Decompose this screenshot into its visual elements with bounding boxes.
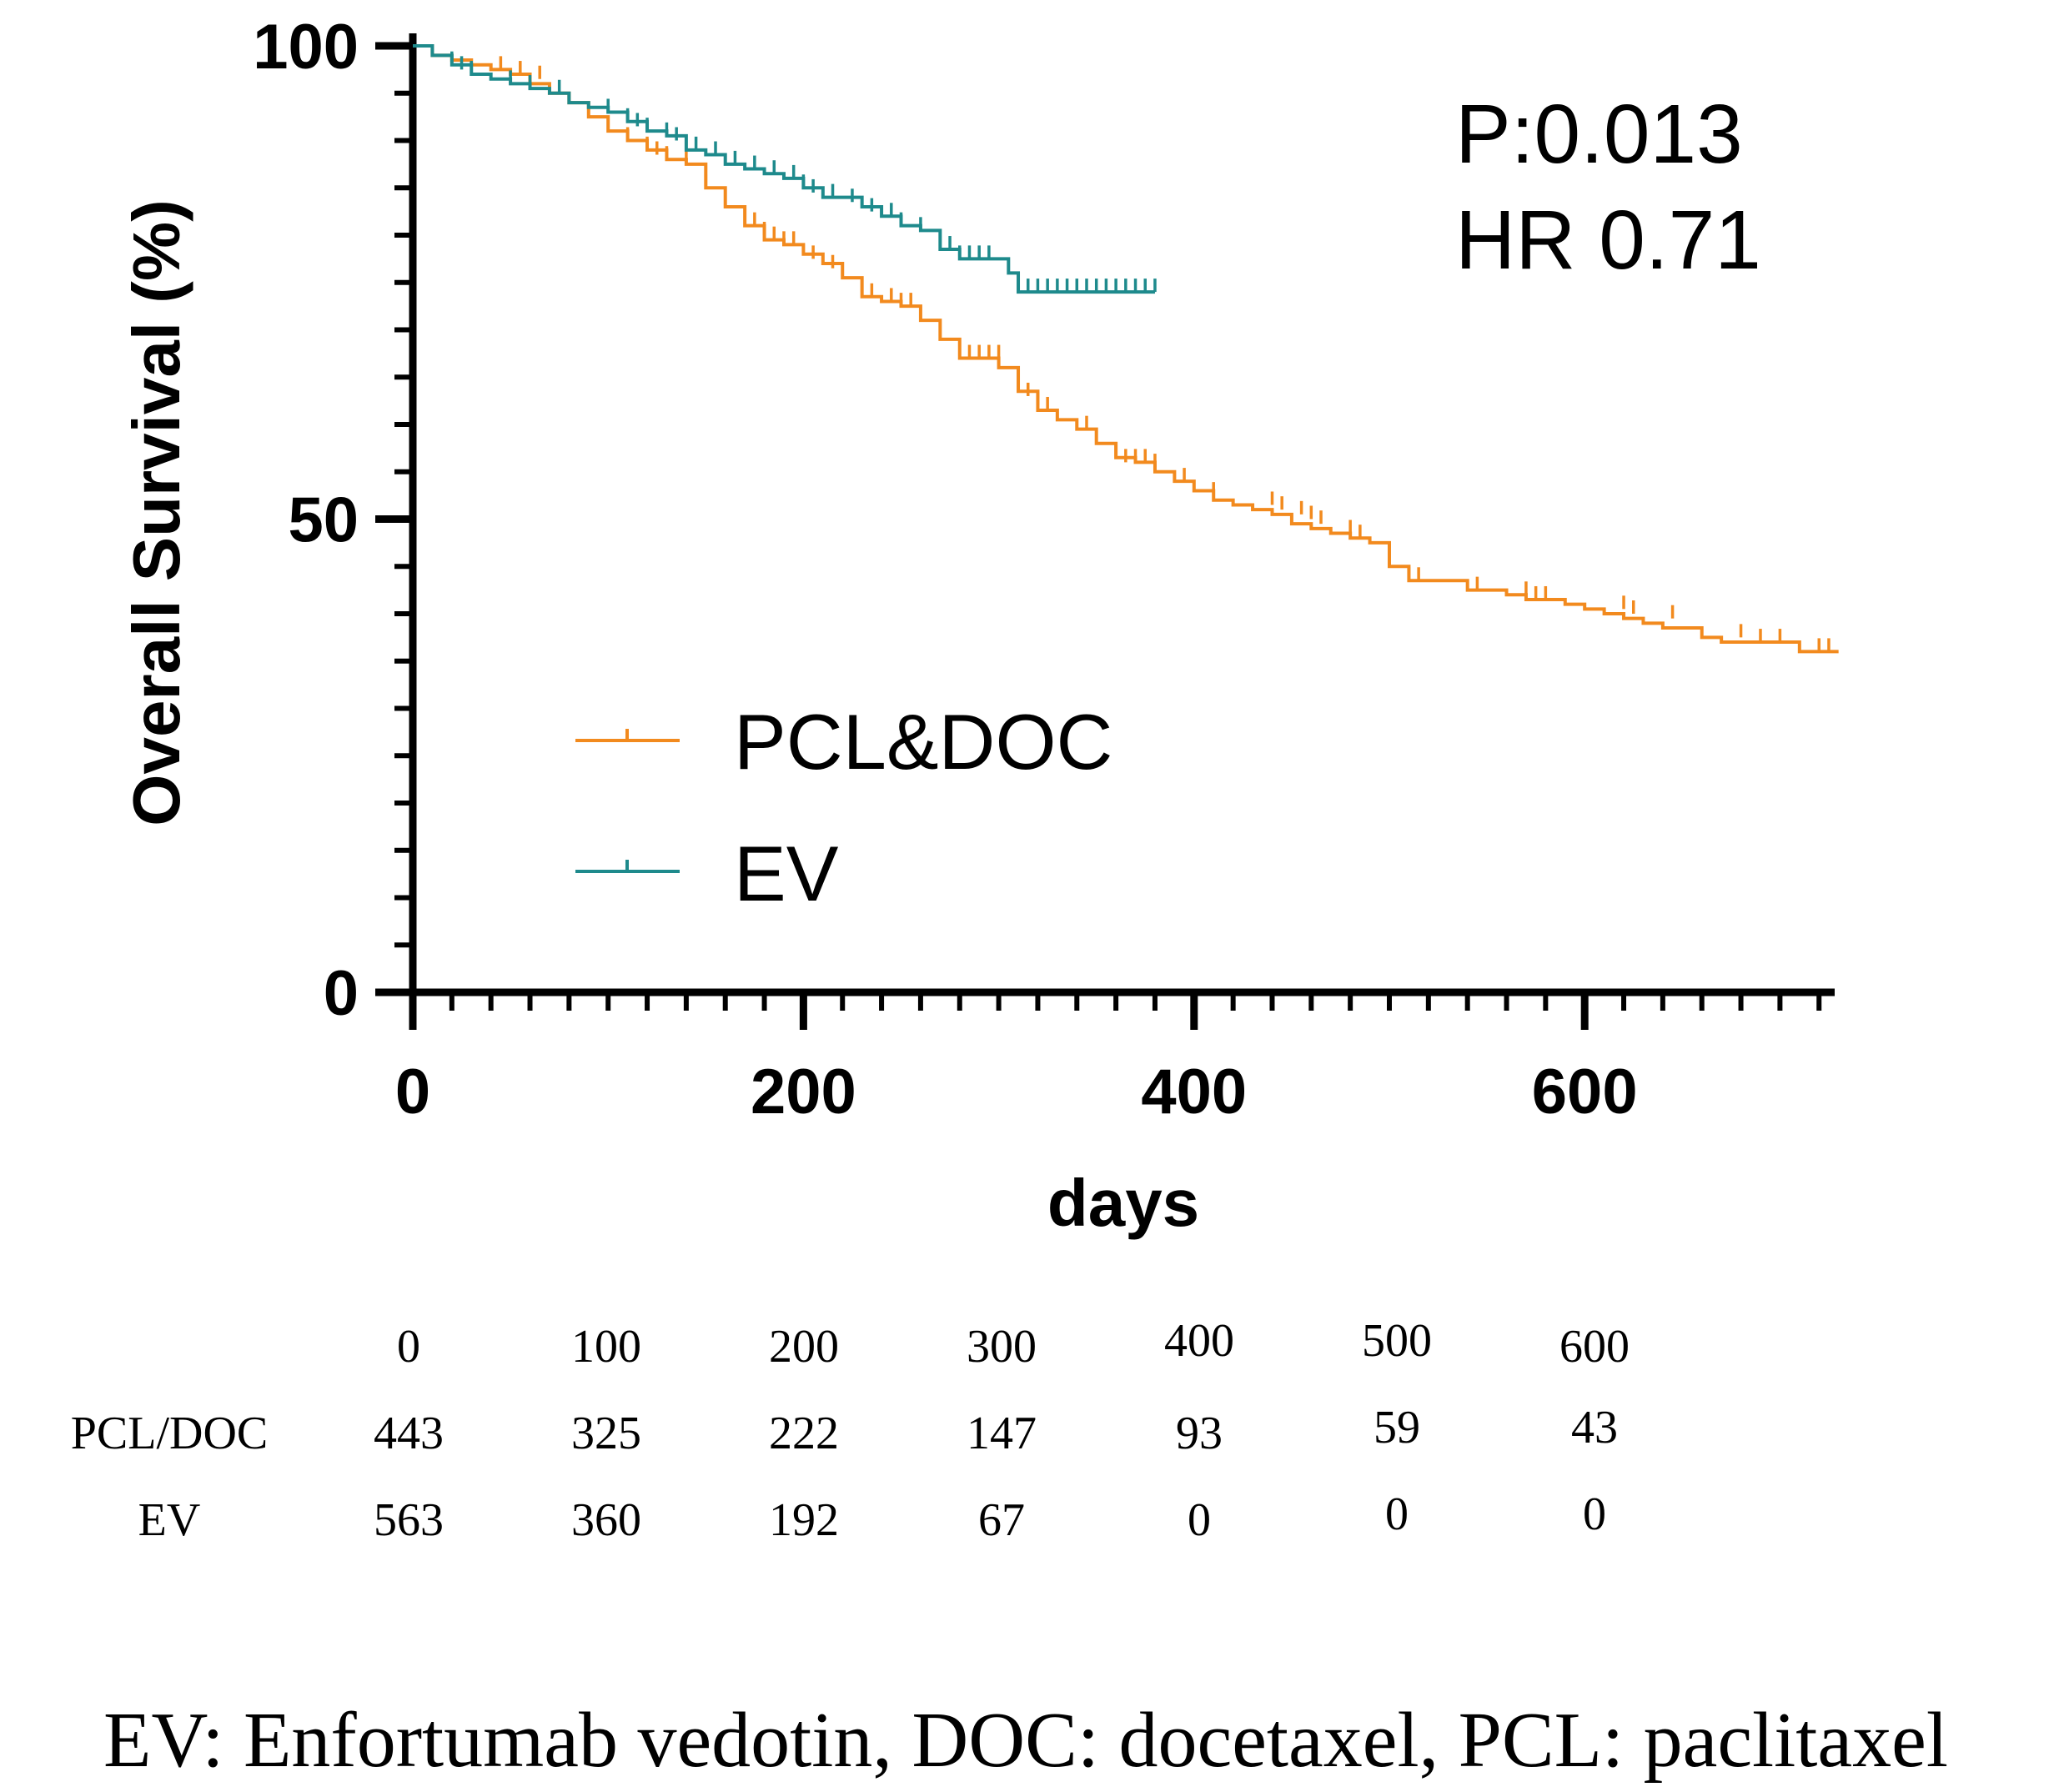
legend: PCL&DOC EV	[575, 698, 1112, 917]
curve-ev	[413, 44, 1155, 294]
risk-row-label-pcl-doc: PCL/DOC	[71, 1408, 269, 1459]
x-tick-label-0: 0	[395, 1057, 430, 1127]
y-tick-label-0: 0	[324, 958, 359, 1029]
risk-time-100: 100	[571, 1321, 641, 1373]
risk-pcl-doc-600: 43	[1571, 1402, 1618, 1453]
risk-pcl-doc-400: 93	[1176, 1408, 1223, 1459]
x-tick-label-600: 600	[1532, 1057, 1638, 1127]
risk-ev-200: 192	[769, 1494, 839, 1546]
risk-ev-300: 67	[978, 1494, 1025, 1546]
risk-pcl-doc-500: 59	[1374, 1402, 1420, 1453]
risk-ev-100: 360	[571, 1494, 641, 1546]
hazard-ratio-annotation: HR 0.71	[1455, 193, 1761, 287]
risk-time-300: 300	[967, 1321, 1037, 1373]
risk-time-200: 200	[769, 1321, 839, 1373]
risk-time-500: 500	[1362, 1315, 1432, 1367]
risk-pcl-doc-200: 222	[769, 1408, 839, 1459]
figure-caption: EV: Enfortumab vedotin, DOC: docetaxel, …	[103, 1697, 1948, 1784]
risk-ev-500: 0	[1385, 1488, 1409, 1540]
y-tick-label-50: 50	[288, 485, 359, 556]
x-axis-ticks: 0 200 400 600	[395, 992, 1822, 1127]
y-tick-label-100: 100	[253, 12, 359, 83]
legend-label-ev: EV	[734, 830, 839, 917]
risk-time-400: 400	[1164, 1315, 1234, 1367]
risk-ev-0: 563	[374, 1494, 444, 1546]
x-axis-title: days	[1047, 1166, 1199, 1240]
x-tick-label-400: 400	[1141, 1057, 1247, 1127]
risk-row-label-ev: EV	[138, 1494, 201, 1546]
x-tick-label-200: 200	[751, 1057, 856, 1127]
legend-label-pcl-doc: PCL&DOC	[734, 698, 1112, 786]
risk-pcl-doc-0: 443	[374, 1408, 444, 1459]
p-value-annotation: P:0.013	[1455, 88, 1743, 181]
risk-pcl-doc-100: 325	[571, 1408, 641, 1459]
risk-time-0: 0	[397, 1321, 420, 1373]
survival-curves	[413, 44, 1839, 654]
risk-ev-600: 0	[1583, 1488, 1606, 1540]
risk-pcl-doc-300: 147	[967, 1408, 1037, 1459]
risk-time-600: 600	[1559, 1321, 1630, 1373]
risk-table: 0 100 200 300 400 500 600 PCL/DOC 443 32…	[71, 1315, 1630, 1546]
risk-ev-400: 0	[1188, 1494, 1211, 1546]
y-axis-title: Overall Survival (%)	[119, 199, 193, 826]
y-axis-ticks: 0 50 100	[253, 12, 413, 1029]
